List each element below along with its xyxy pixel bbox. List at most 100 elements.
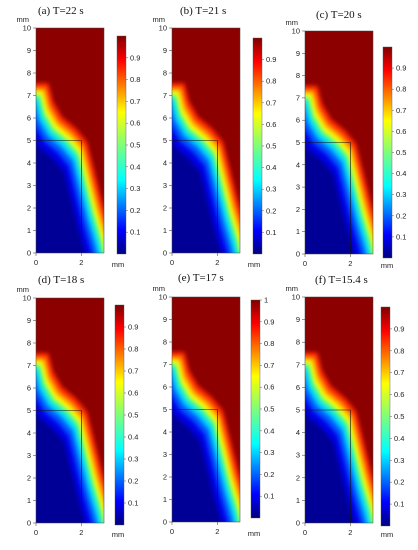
x-tick-label: 0: [303, 259, 307, 268]
colorbar-tick-label: 0.4: [264, 426, 274, 435]
y-tick-label: 8: [296, 71, 300, 80]
y-tick-label: 10: [23, 24, 31, 33]
y-tick-label: 7: [163, 91, 167, 100]
colorbar-tick-label: 0.6: [266, 120, 276, 129]
colorbar-tick-label: 1: [264, 296, 268, 305]
colorbar-tick-label: 0.1: [264, 492, 274, 501]
y-tick-label: 5: [296, 406, 300, 415]
panel-title: (b) T=21 s: [180, 5, 226, 17]
y-tick-label: 5: [27, 136, 31, 145]
y-tick-label: 2: [27, 474, 31, 483]
x-tick-label: 2: [348, 259, 352, 268]
y-tick-label: 1: [296, 496, 300, 505]
inner-region-outline: [36, 140, 82, 253]
colorbar-tick-label: 0.3: [266, 185, 276, 194]
y-tick-label: 0: [27, 519, 31, 528]
y-tick-label: 8: [163, 69, 167, 78]
colorbar-tick-label: 0.5: [396, 148, 406, 157]
y-tick-label: 6: [27, 114, 31, 123]
colorbar-tick-label: 0.8: [266, 77, 276, 86]
inner-region-outline: [172, 409, 218, 522]
colorbar-tick-label: 0.6: [128, 389, 138, 398]
colorbar-tick-label: 0.4: [396, 169, 406, 178]
y-tick-label: 6: [296, 116, 300, 125]
y-tick-label: 3: [296, 183, 300, 192]
colorbar-tick-label: 0.7: [264, 361, 274, 370]
colorbar-tick-label: 0.7: [396, 106, 406, 115]
y-tick-label: 1: [163, 226, 167, 235]
colorbar-tick-label: 0.9: [128, 323, 138, 332]
colorbar-tick-label: 0.9: [130, 53, 140, 62]
colorbar-tick-label: 0.3: [264, 448, 274, 457]
field-band-7: [172, 410, 222, 522]
y-tick-label: 9: [27, 316, 31, 325]
colorbar: [116, 35, 127, 255]
y-tick-label: 7: [163, 360, 167, 369]
concentration-field: [305, 297, 373, 523]
colorbar-tick-label: 0.9: [264, 317, 274, 326]
x-unit-label: mm: [248, 529, 261, 538]
y-unit-label: mm: [153, 284, 166, 293]
colorbar-tick-label: 0.8: [264, 339, 274, 348]
colorbar: [114, 304, 125, 526]
colorbar-tick-label: 0.6: [396, 127, 406, 136]
y-tick-label: 8: [296, 338, 300, 347]
y-tick-label: 3: [27, 451, 31, 460]
colorbar-tick-label: 0.7: [394, 368, 404, 377]
y-tick-label: 0: [163, 249, 167, 258]
y-unit-label: mm: [17, 285, 30, 294]
colorbar-tick-label: 0.4: [128, 433, 138, 442]
panel-title: (a) T=22 s: [38, 5, 84, 17]
y-tick-label: 5: [163, 136, 167, 145]
colorbar-tick-label: 0.2: [130, 206, 140, 215]
field-band-7: [36, 141, 86, 253]
colorbar-tick-label: 0.1: [128, 499, 138, 508]
x-tick-label: 2: [215, 527, 219, 536]
field-band-7: [305, 143, 355, 254]
inner-region-outline: [305, 409, 351, 523]
y-tick-label: 6: [27, 384, 31, 393]
field-band-7: [172, 141, 222, 253]
inner-region-outline: [172, 140, 218, 253]
x-unit-label: mm: [112, 260, 125, 269]
y-tick-label: 2: [27, 204, 31, 213]
colorbar-tick-label: 0.6: [394, 390, 404, 399]
concentration-field: [36, 28, 104, 253]
y-tick-label: 9: [296, 49, 300, 58]
y-tick-label: 0: [27, 249, 31, 258]
y-tick-label: 4: [27, 159, 31, 168]
colorbar-tick-label: 0.3: [396, 190, 406, 199]
colorbar-tick-label: 0.5: [266, 142, 276, 151]
y-tick-label: 10: [23, 294, 31, 303]
x-tick-label: 2: [348, 528, 352, 537]
y-tick-label: 4: [27, 429, 31, 438]
y-tick-label: 5: [163, 405, 167, 414]
inner-region-outline: [36, 410, 82, 523]
y-tick-label: 4: [163, 159, 167, 168]
colorbar-tick-label: 0.5: [264, 405, 274, 414]
colorbar-tick-label: 0.1: [396, 232, 406, 241]
y-tick-label: 9: [163, 46, 167, 55]
y-tick-label: 1: [163, 495, 167, 504]
colorbar-tick-label: 0.8: [130, 75, 140, 84]
colorbar-tick-label: 0.7: [128, 367, 138, 376]
y-unit-label: mm: [17, 15, 30, 24]
y-tick-label: 2: [296, 473, 300, 482]
y-tick-label: 2: [296, 205, 300, 214]
y-tick-label: 3: [27, 181, 31, 190]
y-tick-label: 7: [27, 91, 31, 100]
concentration-field: [172, 28, 240, 253]
colorbar-tick-label: 0.3: [128, 455, 138, 464]
y-tick-label: 5: [27, 406, 31, 415]
y-tick-label: 5: [296, 138, 300, 147]
panel-title: (f) T=15.4 s: [315, 274, 368, 286]
y-unit-label: mm: [286, 284, 299, 293]
y-tick-label: 10: [159, 24, 167, 33]
colorbar-tick-label: 0.3: [130, 184, 140, 193]
colorbar: [252, 37, 263, 255]
colorbar-tick-label: 0.7: [266, 98, 276, 107]
